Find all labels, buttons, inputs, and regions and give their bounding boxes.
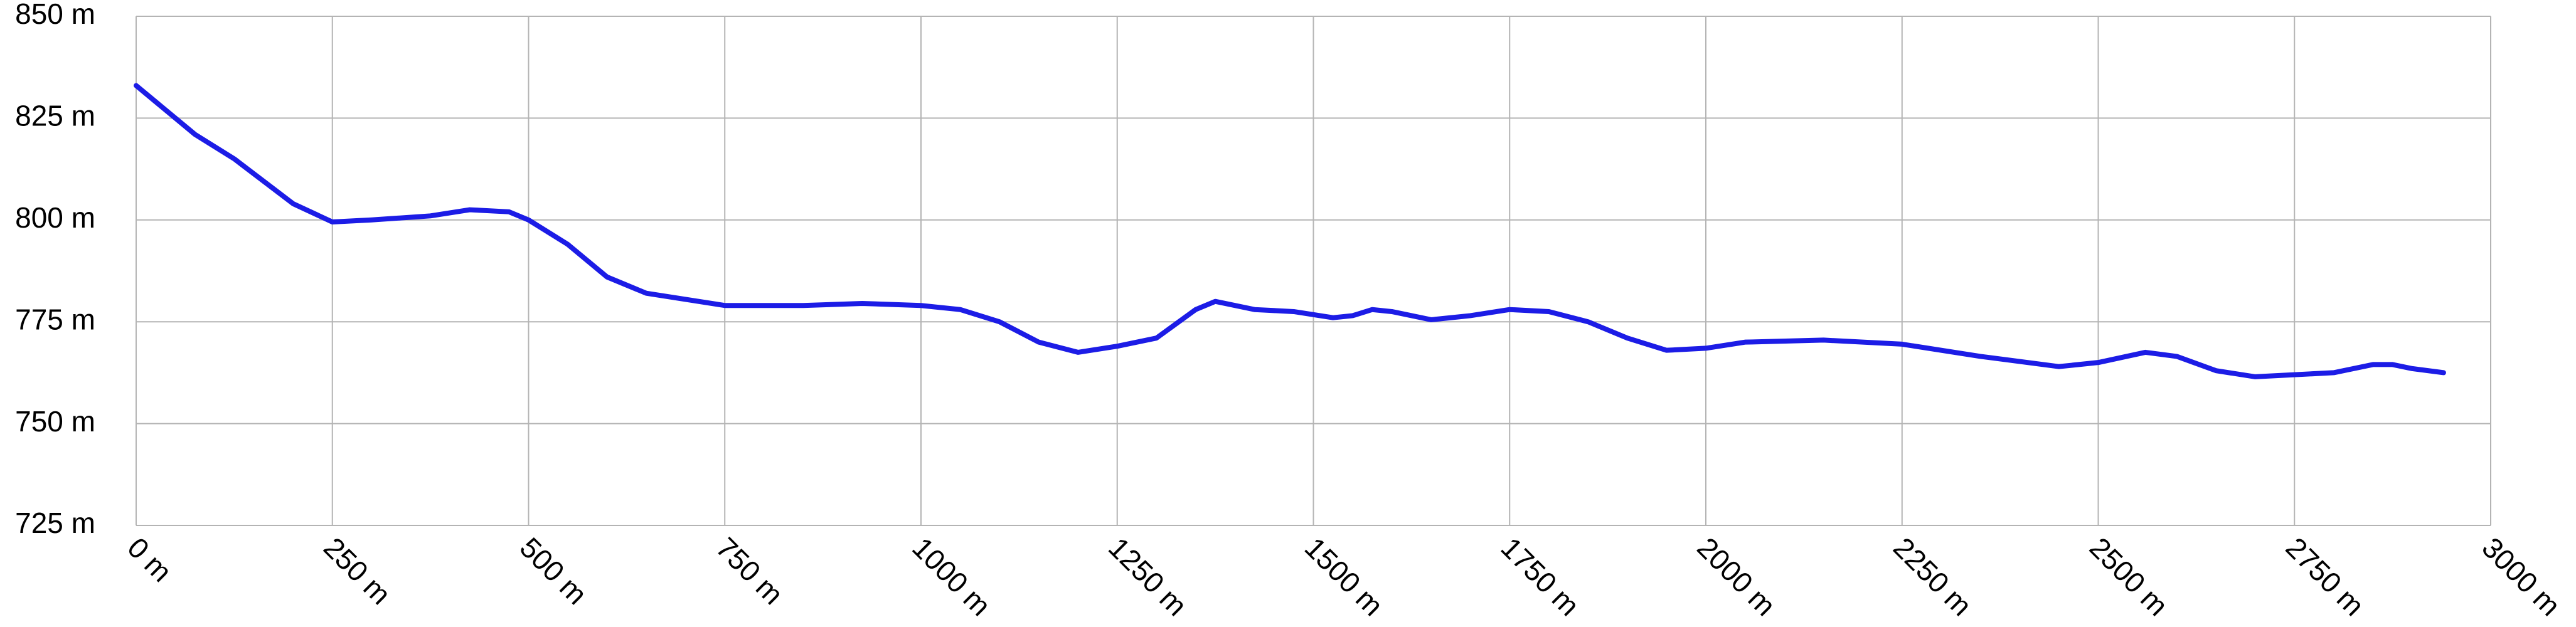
y-tick-label: 800 m — [15, 201, 95, 234]
y-tick-label: 775 m — [15, 303, 95, 335]
y-tick-label: 850 m — [15, 0, 95, 30]
y-tick-label: 750 m — [15, 405, 95, 438]
x-tick-label: 2000 m — [1691, 531, 1782, 622]
elevation-line — [134, 83, 2446, 379]
x-tick-label: 1000 m — [906, 531, 997, 622]
x-tick-label: 1750 m — [1495, 531, 1586, 622]
x-tick-label: 3000 m — [2476, 531, 2567, 622]
x-tick-label: 750 m — [710, 531, 790, 611]
x-tick-label: 2500 m — [2084, 531, 2174, 622]
x-tick-label: 1250 m — [1102, 531, 1193, 622]
x-tick-label: 500 m — [514, 531, 593, 611]
x-tick-label: 0 m — [121, 531, 178, 588]
x-tick-label: 1500 m — [1299, 531, 1390, 622]
x-tick-label: 250 m — [317, 531, 397, 611]
y-tick-label: 725 m — [15, 507, 95, 539]
x-tick-label: 2750 m — [2280, 531, 2371, 622]
x-tick-label: 2250 m — [1887, 531, 1978, 622]
y-tick-label: 825 m — [15, 100, 95, 132]
